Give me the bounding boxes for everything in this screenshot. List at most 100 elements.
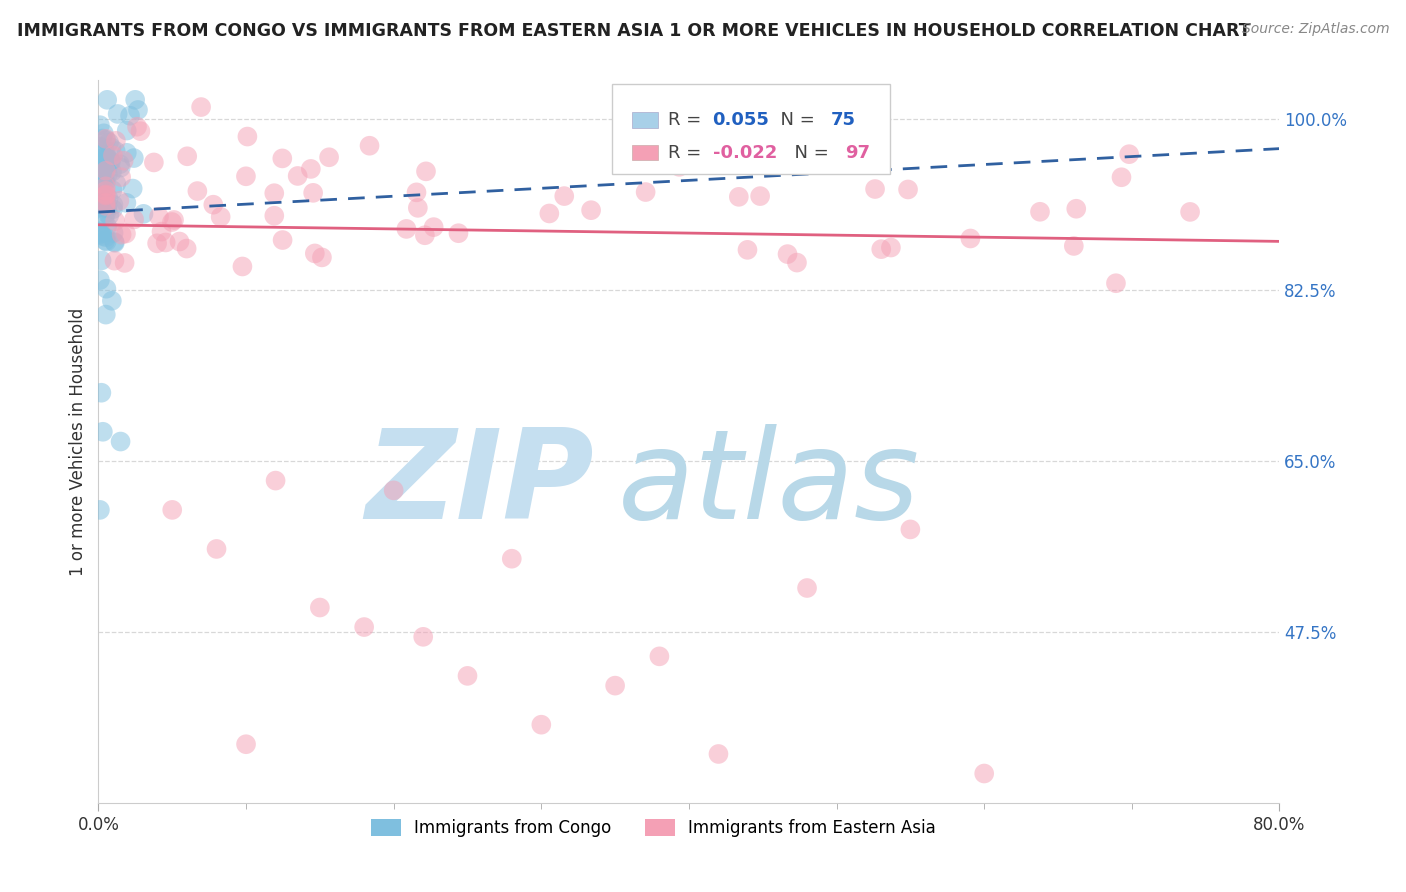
Point (122, 212, 145, 227)
Point (108, 157, 131, 171)
Point (959, 231, 981, 245)
Point (98, 208, 121, 222)
Point (101, 165, 124, 179)
Point (900, 523, 922, 537)
Point (447, 226, 470, 240)
Point (94, 133, 117, 147)
Point (96, 282, 118, 296)
Point (304, 246, 326, 260)
Point (176, 149, 198, 163)
Point (160, 215, 183, 229)
Point (457, 669, 479, 683)
Point (395, 222, 418, 236)
Point (94, 187, 117, 202)
Y-axis label: 1 or more Vehicles in Household: 1 or more Vehicles in Household (69, 308, 87, 575)
Point (115, 123, 138, 137)
Point (94, 188, 117, 202)
Point (89, 167, 111, 181)
Point (127, 103, 149, 117)
Point (96, 149, 118, 163)
Point (579, 203, 602, 218)
Point (205, 541, 228, 556)
Point (530, 717, 553, 731)
Point (97, 167, 120, 181)
Point (94, 199, 117, 213)
Point (94, 155, 117, 169)
FancyBboxPatch shape (612, 84, 890, 174)
Point (148, 210, 170, 224)
Point (880, 240, 903, 254)
Point (110, 170, 132, 185)
Point (359, 138, 381, 153)
Point (89, 140, 111, 154)
Point (93, 211, 115, 225)
Point (287, 169, 309, 183)
Point (94, 234, 117, 248)
Point (1029, 204, 1052, 219)
Point (125, 120, 148, 134)
Point (1178, 205, 1201, 219)
Point (870, 242, 893, 256)
Point (311, 251, 333, 265)
Point (412, 630, 434, 644)
Point (235, 169, 257, 184)
Point (749, 189, 772, 203)
Point (90, 253, 112, 268)
Point (90, 202, 112, 216)
Point (89, 503, 111, 517)
Point (94, 144, 117, 158)
Point (103, 226, 125, 240)
Text: 0.055: 0.055 (713, 111, 769, 129)
Point (94, 163, 117, 178)
Point (93, 165, 115, 179)
Point (101, 202, 124, 216)
Point (163, 213, 186, 227)
Point (96, 219, 118, 234)
Point (727, 190, 749, 204)
Point (776, 247, 799, 261)
Point (90, 189, 112, 203)
Text: IMMIGRANTS FROM CONGO VS IMMIGRANTS FROM EASTERN ASIA 1 OR MORE VEHICLES IN HOUS: IMMIGRANTS FROM CONGO VS IMMIGRANTS FROM… (17, 22, 1250, 40)
Point (91, 186, 114, 201)
Point (104, 134, 127, 148)
Point (186, 184, 208, 198)
Point (118, 109, 141, 123)
Point (231, 260, 253, 274)
Point (100, 154, 122, 169)
Point (107, 107, 129, 121)
Point (91, 131, 114, 145)
Point (1105, 277, 1128, 291)
Point (93, 174, 115, 188)
Point (737, 243, 759, 257)
Point (96, 199, 118, 213)
Point (90, 194, 112, 208)
Text: N =: N = (769, 111, 821, 129)
Point (89, 227, 111, 242)
Text: N =: N = (783, 144, 835, 161)
Point (115, 195, 138, 210)
Point (634, 185, 657, 199)
Point (150, 225, 173, 239)
Point (744, 140, 766, 154)
Text: R =: R = (668, 111, 707, 129)
Point (115, 145, 138, 160)
Point (796, 581, 818, 595)
Text: ZIP: ZIP (366, 425, 595, 545)
Text: 97: 97 (845, 144, 870, 161)
Point (94, 184, 117, 198)
Bar (633, 112, 658, 128)
Point (155, 235, 177, 250)
Point (110, 227, 132, 242)
Point (553, 189, 575, 203)
Point (169, 235, 191, 249)
Point (90, 226, 112, 240)
Point (501, 551, 523, 566)
Point (264, 474, 287, 488)
Point (676, 113, 699, 128)
Bar (633, 145, 658, 161)
Text: R =: R = (668, 144, 707, 161)
Point (103, 198, 125, 212)
Point (299, 161, 322, 176)
Point (382, 483, 405, 498)
Point (94, 206, 117, 220)
